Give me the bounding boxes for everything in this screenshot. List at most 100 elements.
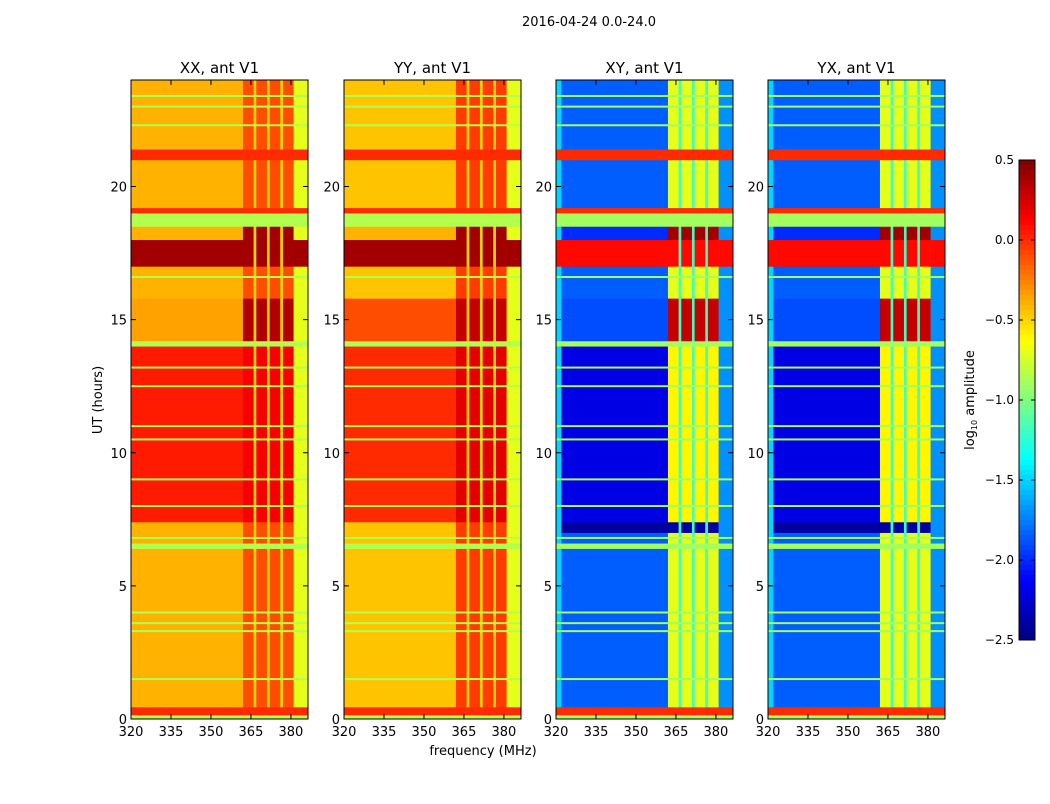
heatmap-cell	[253, 149, 257, 161]
colorbar-label-sub: 10	[970, 420, 979, 430]
colorbar-swatch	[1019, 210, 1035, 216]
heatmap-cell	[455, 80, 467, 150]
heatmap-cell	[718, 543, 734, 549]
heatmap-cell	[349, 159, 457, 209]
heatmap-cell	[705, 298, 709, 342]
colorbar-swatch	[1019, 225, 1035, 231]
heatmap-cell	[131, 707, 137, 716]
heatmap-cell	[890, 340, 894, 347]
heatmap-cell	[266, 543, 270, 549]
heatmap-cell	[879, 207, 891, 214]
y-tick-label: 20	[110, 181, 127, 196]
colorbar-swatch	[1019, 265, 1035, 271]
heatmap-cell	[919, 207, 931, 214]
heatmap-cell	[705, 548, 709, 708]
heatmap-cell	[256, 207, 268, 214]
flag-line	[131, 678, 308, 681]
heatmap-cell	[482, 80, 494, 150]
heatmap-cell	[773, 226, 881, 241]
flag-line	[344, 124, 521, 127]
heatmap-cell	[678, 715, 682, 720]
heatmap-cell	[718, 213, 734, 227]
heatmap-cell	[917, 298, 921, 342]
heatmap-cell	[917, 346, 921, 523]
flag-line	[344, 505, 521, 507]
heatmap-cell	[495, 159, 507, 209]
heatmap-cell	[253, 521, 257, 533]
heatmap-cell	[893, 149, 905, 161]
heatmap-cell	[482, 715, 494, 720]
heatmap-cell	[466, 543, 470, 549]
colorbar-swatch	[1019, 440, 1035, 446]
heatmap-cell	[479, 159, 483, 209]
heatmap-cell	[718, 239, 734, 267]
heatmap-cell	[349, 298, 457, 342]
heatmap-cell	[718, 346, 734, 523]
heatmap-cell	[482, 266, 494, 299]
heatmap-cell	[344, 213, 350, 227]
heatmap-cell	[890, 226, 894, 241]
heatmap-cell	[479, 80, 483, 150]
colorbar: 0.5 0.0 −0.5 −1.0 −1.5 −2.0 −2.5	[985, 153, 1036, 647]
flag-line	[556, 611, 733, 614]
y-tick-label: 10	[747, 447, 764, 462]
heatmap-cell	[906, 298, 918, 342]
heatmap-cell	[773, 298, 881, 342]
heatmap-cell	[718, 521, 734, 533]
flag-line	[131, 611, 308, 614]
heatmap-cell	[890, 80, 894, 150]
heatmap-cell	[506, 149, 522, 161]
x-tick-label: 350	[199, 725, 224, 740]
heatmap-cell	[707, 226, 719, 241]
heatmap-cell	[917, 266, 921, 299]
flag-line	[768, 438, 945, 441]
heatmap-cell	[479, 340, 483, 347]
heatmap-cell	[136, 521, 244, 533]
flag-line	[344, 425, 521, 428]
heatmap-cell	[493, 239, 497, 267]
heatmap-cell	[280, 213, 284, 227]
heatmap-cell	[242, 521, 254, 533]
heatmap-cell	[266, 226, 270, 241]
x-tick-label: 335	[159, 725, 184, 740]
heatmap-cell	[893, 207, 905, 214]
colorbar-swatch	[1019, 205, 1035, 211]
heatmap-cell	[131, 548, 137, 708]
heatmap-cell	[482, 707, 494, 716]
heatmap-cell	[705, 266, 709, 299]
heatmap-cell	[293, 80, 309, 150]
heatmap-cell	[561, 80, 669, 150]
heatmap-cell	[455, 346, 467, 523]
heatmap-cell	[906, 548, 918, 708]
heatmap-cell	[691, 715, 695, 720]
colorbar-tick-label: −2.0	[985, 553, 1014, 567]
heatmap-cell	[266, 346, 270, 523]
heatmap-cell	[681, 298, 693, 342]
heatmap-cell	[256, 80, 268, 150]
heatmap-cell	[256, 226, 268, 241]
heatmap-cell	[242, 239, 254, 267]
flag-line	[556, 536, 733, 539]
heatmap-cell	[266, 159, 270, 209]
heatmap-cell	[242, 346, 254, 523]
heatmap-cell	[903, 239, 907, 267]
heatmap-cell	[266, 207, 270, 214]
heatmap-cell	[561, 149, 669, 161]
heatmap-cell	[561, 340, 669, 347]
heatmap-cell	[455, 266, 467, 299]
flag-line	[556, 385, 733, 388]
heatmap-cell	[269, 266, 281, 299]
heatmap-cell	[694, 207, 706, 214]
heatmap-cell	[131, 266, 137, 299]
panel-yx: YX, ant V1 320 335 350 365 380 0 5 10 15 20	[747, 59, 946, 740]
y-tick-label: 0	[332, 713, 340, 728]
heatmap-cell	[479, 239, 483, 267]
heatmap-cell	[768, 346, 774, 523]
heatmap-cell	[707, 707, 719, 716]
heatmap-cell	[694, 346, 706, 523]
heatmap-cell	[253, 266, 257, 299]
heatmap-cell	[556, 239, 562, 267]
heatmap-cell	[282, 298, 294, 342]
heatmap-cell	[136, 207, 244, 214]
